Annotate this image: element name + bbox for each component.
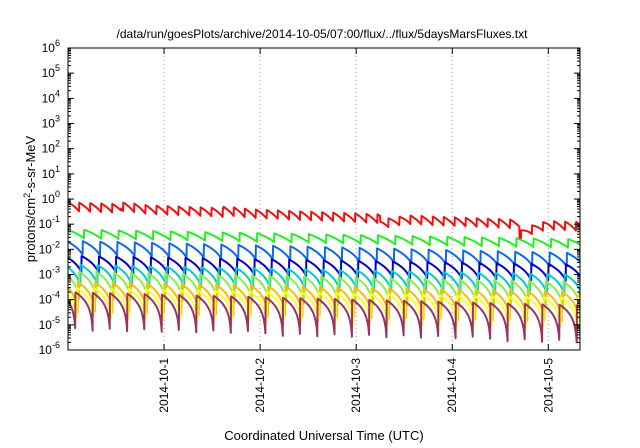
x-tick-label: 2014-10-1 [157, 358, 171, 413]
y-tick-label: 10-3 [39, 265, 60, 282]
y-tick-label: 103 [42, 114, 60, 131]
x-tick-label: 2014-10-2 [253, 358, 267, 413]
y-tick-label: 106 [42, 38, 60, 55]
x-axis-label: Coordinated Universal Time (UTC) [224, 428, 423, 443]
series-line-9 [67, 291, 581, 344]
series-line-7 [67, 281, 581, 323]
x-tick-label: 2014-10-4 [445, 358, 459, 413]
y-tick-label: 10-4 [39, 290, 60, 307]
series-line-6 [67, 270, 581, 310]
x-tick-label: 2014-10-3 [349, 358, 363, 413]
y-tick-label: 10-6 [39, 340, 60, 357]
series-line-1 [67, 201, 581, 241]
x-tick-label: 2014-10-5 [541, 358, 555, 413]
y-tick-label: 10-2 [39, 239, 60, 256]
x-axis: 2014-10-1 2014-10-2 2014-10-3 2014-10-4 2014… [157, 48, 555, 413]
chart-title: /data/run/goesPlots/archive/2014-10-05/0… [117, 27, 529, 41]
y-axis-label: protons/cm2-s-sr-MeV [22, 135, 38, 262]
y-tick-label: 105 [42, 63, 60, 80]
y-tick-label: 10-5 [39, 315, 60, 332]
y-tick-label: 100 [42, 189, 60, 206]
series-group [67, 201, 581, 344]
y-tick-label: 102 [42, 139, 60, 156]
series-line-2 [67, 228, 581, 249]
y-tick-label: 10-1 [39, 214, 60, 231]
y-axis: 10-6 10-5 10-4 10-3 10-2 10-1 100 101 102 103 104 1… [39, 38, 580, 357]
series-line-8 [67, 286, 581, 330]
y-tick-label: 101 [42, 164, 60, 181]
y-tick-label: 104 [42, 88, 60, 105]
